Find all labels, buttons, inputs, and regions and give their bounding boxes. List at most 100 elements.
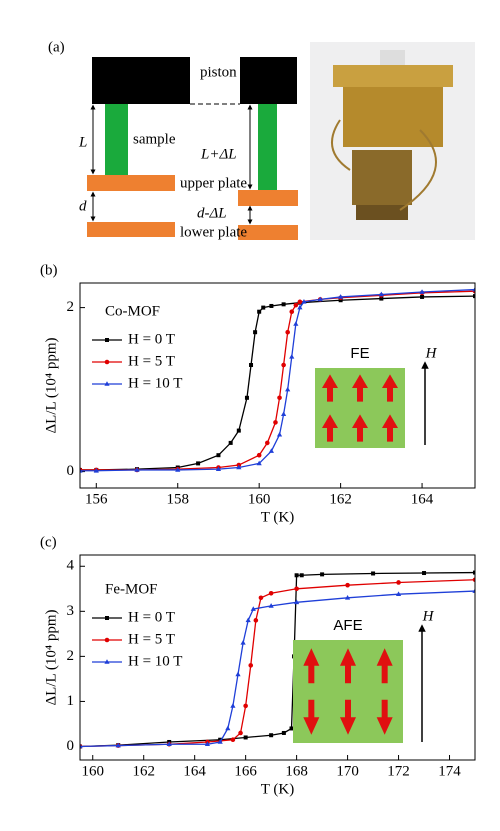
marker xyxy=(268,590,274,596)
field-label: H xyxy=(425,345,438,361)
x-tick-label: 174 xyxy=(438,763,461,779)
marker xyxy=(228,440,233,445)
plot-frame xyxy=(79,282,476,489)
series-line xyxy=(80,288,475,472)
marker xyxy=(253,618,259,623)
marker xyxy=(238,730,243,736)
spin-arrow xyxy=(382,374,398,402)
y-tick-label: 3 xyxy=(67,603,75,619)
marker xyxy=(419,289,425,294)
y-tick-label: 2 xyxy=(67,648,75,664)
marker xyxy=(225,725,231,731)
marker xyxy=(236,464,242,470)
marker xyxy=(301,299,307,304)
label: d-ΔL xyxy=(197,205,227,221)
y-tick-label: 0 xyxy=(67,738,75,754)
x-tick-label: 160 xyxy=(81,763,104,779)
marker xyxy=(379,296,384,301)
lower-plate xyxy=(238,225,298,240)
marker xyxy=(269,733,274,738)
marker xyxy=(294,586,299,592)
marker xyxy=(265,440,270,446)
marker xyxy=(204,741,211,747)
label: L+ΔL xyxy=(200,146,237,162)
marker xyxy=(294,573,299,578)
marker xyxy=(216,453,221,458)
marker xyxy=(249,363,254,367)
spin-arrow xyxy=(303,648,320,684)
marker xyxy=(244,395,249,400)
spin-arrow xyxy=(382,414,398,442)
x-tick-label: 170 xyxy=(336,763,359,779)
x-tick-label: 162 xyxy=(132,763,155,779)
series-line xyxy=(80,590,475,748)
spin-arrow xyxy=(340,699,356,735)
sample xyxy=(105,104,128,175)
marker xyxy=(256,460,262,466)
marker xyxy=(281,362,286,368)
marker xyxy=(378,291,384,297)
x-tick-label: 168 xyxy=(285,763,308,779)
marker xyxy=(281,302,286,307)
marker xyxy=(240,640,246,645)
x-tick-label: 172 xyxy=(387,763,410,779)
marker xyxy=(217,739,223,744)
spin-arrow xyxy=(376,648,393,684)
x-tick-label: 164 xyxy=(411,491,434,507)
marker xyxy=(317,296,323,302)
panel-a: (a) piston sample upper plate lower plat… xyxy=(48,39,475,240)
marker xyxy=(235,671,241,677)
legend-title: Fe-MOF xyxy=(105,581,158,597)
marker xyxy=(258,595,264,601)
marker xyxy=(472,588,475,593)
marker xyxy=(422,571,427,576)
marker xyxy=(243,735,248,740)
x-tick-label: 164 xyxy=(183,763,206,779)
panel-label: (b) xyxy=(40,262,58,278)
marker xyxy=(371,571,376,576)
marker xyxy=(80,467,83,473)
marker xyxy=(344,595,351,600)
marker xyxy=(230,737,236,743)
marker xyxy=(289,354,295,359)
marker xyxy=(80,743,83,749)
marker xyxy=(230,703,236,708)
marker xyxy=(285,386,291,392)
marker xyxy=(236,428,241,433)
marker xyxy=(285,329,290,335)
piston xyxy=(240,57,297,104)
label: upper plate xyxy=(180,175,247,191)
label: d xyxy=(79,198,87,214)
marker xyxy=(472,577,475,583)
legend-label: H = 0 T xyxy=(128,609,175,625)
label: piston xyxy=(200,64,237,80)
spin-arrow xyxy=(340,648,356,684)
legend-label: H = 10 T xyxy=(128,653,182,669)
marker xyxy=(396,580,401,585)
y-tick-label: 2 xyxy=(67,299,75,315)
label: L xyxy=(78,134,87,150)
marker xyxy=(250,606,256,611)
upper-plate xyxy=(238,190,298,206)
spin-arrow xyxy=(322,414,338,442)
marker xyxy=(297,299,303,305)
marker xyxy=(104,637,110,643)
y-axis-label: ΔL/L (10⁴ ppm) xyxy=(43,338,59,434)
marker xyxy=(338,298,343,303)
photo xyxy=(310,42,475,240)
marker xyxy=(104,359,110,365)
marker xyxy=(261,305,266,310)
label: sample xyxy=(133,131,176,147)
marker xyxy=(473,294,475,299)
upper-plate xyxy=(87,175,175,191)
sample xyxy=(258,104,277,190)
legend-title: Co-MOF xyxy=(105,303,160,319)
x-axis-label: T (K) xyxy=(261,781,294,797)
legend-label: H = 10 T xyxy=(128,375,182,391)
spin-arrow xyxy=(303,699,320,735)
lower-plate xyxy=(87,222,175,237)
piston xyxy=(92,57,190,104)
series-line xyxy=(80,290,475,471)
inset-label: FE xyxy=(350,345,369,362)
marker xyxy=(104,659,110,664)
